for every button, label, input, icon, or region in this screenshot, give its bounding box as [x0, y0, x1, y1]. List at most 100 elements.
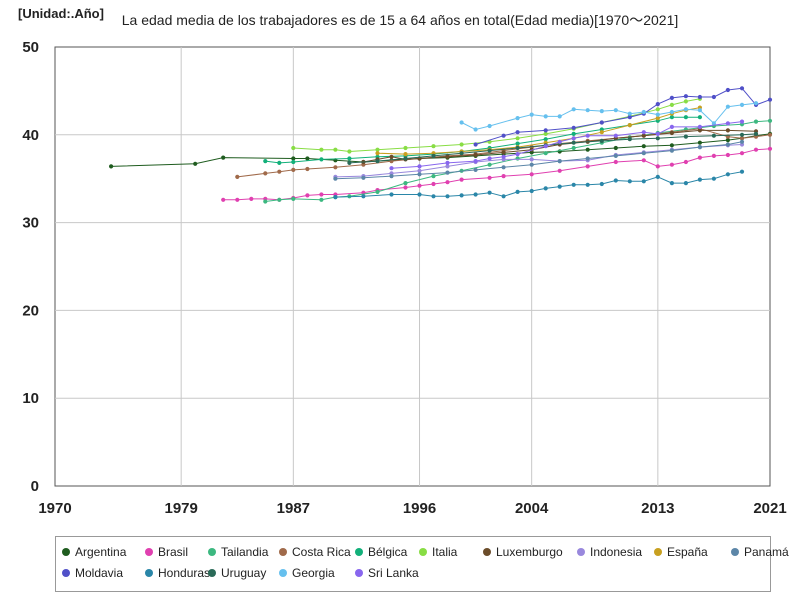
data-point-panama	[473, 167, 478, 172]
data-point-espana	[655, 116, 660, 121]
data-point-uruguay	[711, 133, 717, 138]
data-point-italia	[655, 107, 660, 112]
data-point-belgica	[263, 159, 268, 164]
data-point-honduras	[697, 177, 703, 182]
data-point-moldavia	[627, 115, 632, 120]
data-point-brasil	[487, 175, 492, 180]
legend-item: Sri Lanka	[355, 566, 419, 580]
data-point-moldavia	[711, 94, 717, 100]
legend-label: Uruguay	[221, 566, 267, 580]
x-tick-label: 1987	[277, 500, 310, 517]
legend-label: Bélgica	[368, 545, 408, 559]
legend-marker	[208, 547, 216, 556]
legend-label: Luxemburgo	[496, 545, 563, 559]
data-point-honduras	[361, 194, 366, 199]
data-point-honduras	[473, 192, 478, 197]
data-point-uruguay	[655, 136, 660, 141]
legend-label: Panamá	[744, 545, 789, 559]
data-point-brasil	[235, 197, 240, 202]
legend-marker	[355, 568, 363, 577]
data-point-panama	[361, 175, 366, 180]
data-point-brasil	[529, 172, 534, 177]
legend-label: Brasil	[158, 545, 189, 559]
data-point-brasil	[221, 197, 226, 202]
legend-item: Argentina	[62, 545, 126, 559]
data-point-moldavia	[473, 142, 478, 147]
series-line-sri-lanka	[391, 121, 743, 169]
data-point-belgica	[515, 141, 520, 146]
data-point-uruguay	[571, 140, 576, 145]
data-point-honduras	[417, 192, 422, 197]
data-point-georgia	[599, 109, 604, 114]
legend-item: Brasil	[145, 545, 188, 559]
legend-item: Luxemburgo	[483, 545, 563, 559]
data-point-panama	[529, 162, 534, 167]
data-point-italia	[291, 145, 296, 151]
data-point-honduras	[655, 174, 660, 179]
data-point-georgia	[669, 109, 675, 115]
data-point-sri-lanka	[445, 160, 450, 165]
data-point-sri-lanka	[669, 124, 675, 129]
y-tick-label: 50	[22, 39, 39, 56]
data-point-argentina	[613, 145, 618, 151]
legend-marker	[279, 547, 287, 556]
data-point-sri-lanka	[389, 166, 394, 171]
data-point-georgia	[543, 114, 548, 119]
data-point-belgica	[683, 115, 689, 120]
legend-label: Costa Rica	[292, 545, 351, 559]
legend-marker	[62, 547, 70, 556]
legend-marker	[208, 568, 216, 577]
data-point-italia	[683, 99, 689, 104]
data-point-sri-lanka	[543, 144, 548, 149]
data-point-georgia	[725, 104, 731, 109]
series-georgia	[459, 101, 759, 132]
series-line-brasil	[223, 148, 771, 201]
data-point-honduras	[543, 186, 548, 191]
data-point-tailandia	[487, 162, 492, 167]
data-point-uruguay	[599, 138, 604, 143]
data-point-tailandia	[277, 197, 282, 202]
data-point-brasil	[431, 181, 436, 187]
legend-item: Honduras	[145, 566, 210, 580]
data-point-italia	[375, 147, 380, 152]
data-point-luxemburgo	[501, 150, 506, 155]
legend-marker	[62, 568, 70, 577]
series-layer	[109, 86, 773, 204]
data-point-moldavia	[697, 94, 703, 100]
unit-label: [Unidad:.Año]	[18, 6, 104, 21]
data-point-tailandia	[403, 181, 408, 186]
data-point-sri-lanka	[655, 131, 660, 136]
legend-label: Italia	[432, 545, 458, 559]
y-tick-label: 10	[22, 390, 39, 407]
data-point-indonesia	[445, 164, 450, 169]
data-point-honduras	[585, 182, 590, 187]
data-point-honduras	[669, 181, 675, 186]
data-point-argentina	[669, 143, 675, 148]
data-point-honduras	[459, 193, 464, 198]
legend-marker	[577, 547, 585, 556]
data-point-uruguay	[347, 160, 352, 165]
data-point-georgia	[641, 109, 646, 115]
data-point-moldavia	[515, 130, 520, 135]
data-point-honduras	[557, 184, 562, 189]
data-point-honduras	[487, 190, 492, 195]
data-point-sri-lanka	[725, 121, 731, 126]
x-tick-label: 1970	[38, 500, 71, 517]
data-point-tailandia	[291, 196, 296, 201]
data-point-honduras	[711, 176, 717, 181]
data-point-costa-rica	[305, 166, 310, 172]
data-point-italia	[431, 144, 436, 149]
series-honduras	[333, 169, 745, 200]
data-point-georgia	[557, 114, 562, 119]
data-point-brasil	[655, 164, 660, 169]
data-point-brasil	[669, 162, 675, 167]
series-line-panama	[335, 141, 743, 180]
data-point-belgica	[571, 131, 576, 136]
legend-label: Honduras	[158, 566, 211, 580]
data-point-tailandia	[319, 197, 324, 202]
data-point-uruguay	[375, 159, 380, 164]
data-point-italia	[515, 136, 520, 141]
data-point-brasil	[501, 174, 506, 179]
data-point-sri-lanka	[487, 156, 492, 161]
legend-label: España	[667, 545, 708, 559]
